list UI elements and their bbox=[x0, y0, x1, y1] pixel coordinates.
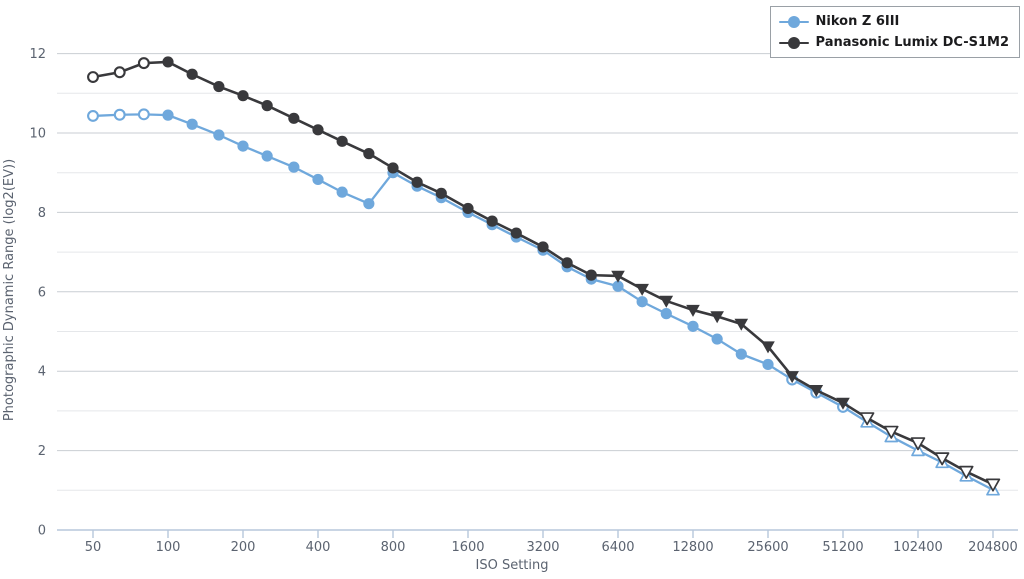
svg-text:102400: 102400 bbox=[893, 540, 943, 555]
svg-text:6400: 6400 bbox=[601, 540, 634, 555]
svg-text:4: 4 bbox=[38, 365, 46, 380]
svg-text:6: 6 bbox=[38, 285, 46, 300]
svg-text:51200: 51200 bbox=[822, 540, 863, 555]
svg-text:25600: 25600 bbox=[747, 540, 788, 555]
legend-label-panasonic: Panasonic Lumix DC-S1M2 bbox=[815, 35, 1009, 50]
svg-text:3200: 3200 bbox=[526, 540, 559, 555]
svg-text:8: 8 bbox=[38, 206, 46, 221]
panasonic-series-marker-icon bbox=[778, 36, 809, 49]
svg-text:50: 50 bbox=[85, 540, 102, 555]
x-axis-title: ISO Setting bbox=[475, 558, 549, 573]
legend: Nikon Z 6III Panasonic Lumix DC-S1M2 bbox=[769, 6, 1020, 58]
svg-text:204800: 204800 bbox=[968, 540, 1018, 555]
svg-text:0: 0 bbox=[38, 524, 46, 539]
svg-text:800: 800 bbox=[381, 540, 406, 555]
svg-text:10: 10 bbox=[29, 127, 46, 142]
legend-item-panasonic[interactable]: Panasonic Lumix DC-S1M2 bbox=[778, 32, 1009, 53]
svg-text:2: 2 bbox=[38, 444, 46, 459]
svg-text:12800: 12800 bbox=[672, 540, 713, 555]
legend-item-nikon[interactable]: Nikon Z 6III bbox=[778, 11, 1009, 32]
svg-text:100: 100 bbox=[156, 540, 181, 555]
svg-text:1600: 1600 bbox=[451, 540, 484, 555]
y-axis-title: Photographic Dynamic Range (log2(EV)) bbox=[2, 158, 17, 422]
svg-text:12: 12 bbox=[29, 47, 46, 62]
legend-label-nikon: Nikon Z 6III bbox=[815, 14, 900, 29]
svg-text:400: 400 bbox=[306, 540, 331, 555]
nikon-series-marker-icon bbox=[778, 15, 809, 28]
svg-text:200: 200 bbox=[231, 540, 256, 555]
